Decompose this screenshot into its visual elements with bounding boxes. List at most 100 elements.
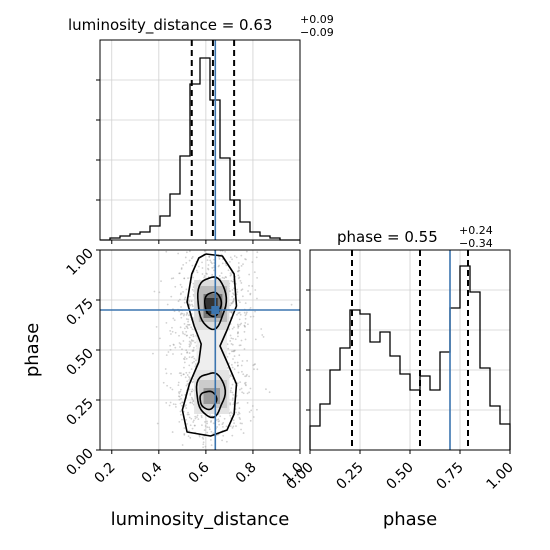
scatter-point — [243, 324, 246, 327]
scatter-point — [211, 266, 214, 269]
scatter-point — [231, 399, 234, 401]
scatter-point — [233, 255, 236, 257]
scatter-point — [251, 261, 254, 264]
scatter-point — [206, 259, 209, 262]
scatter-point — [178, 342, 181, 344]
scatter-point — [189, 344, 192, 347]
scatter-point — [244, 302, 247, 305]
scatter-point — [182, 314, 185, 317]
scatter-point — [229, 374, 231, 377]
scatter-point — [239, 301, 241, 304]
scatter-point — [233, 368, 236, 371]
scatter-point — [181, 418, 183, 421]
scatter-point — [183, 301, 186, 304]
scatter-point — [236, 361, 239, 364]
scatter-point — [237, 335, 239, 338]
xlabel-phase: phase — [383, 509, 437, 530]
scatter-point — [182, 373, 185, 376]
scatter-point — [185, 334, 188, 337]
scatter-point — [189, 401, 191, 404]
scatter-point — [178, 398, 181, 401]
scatter-point — [188, 340, 191, 343]
scatter-point — [194, 415, 197, 418]
scatter-point — [243, 330, 246, 333]
scatter-point — [189, 401, 192, 404]
scatter-point — [182, 373, 185, 376]
scatter-point — [179, 346, 181, 348]
scatter-point — [171, 330, 174, 333]
scatter-point — [236, 382, 239, 385]
scatter-point — [177, 384, 180, 387]
scatter-point — [192, 335, 195, 338]
scatter-point — [239, 422, 242, 425]
scatter-point — [194, 363, 197, 365]
scatter-point — [159, 337, 161, 340]
scatter-point — [179, 298, 181, 301]
lum-title: luminosity_distance = 0.63 — [68, 16, 272, 35]
scatter-point — [178, 272, 181, 275]
scatter-point — [241, 370, 243, 373]
scatter-point — [237, 371, 240, 374]
joint-density-panel: 0.2 0.4 0.6 0.8 1.00.000.250.500.751.00 — [63, 246, 306, 487]
scatter-point — [172, 277, 175, 280]
scatter-point — [178, 420, 181, 423]
scatter-point — [234, 338, 237, 341]
scatter-point — [253, 271, 256, 274]
scatter-point — [234, 349, 236, 352]
phase-ytick-label: 0.25 — [63, 396, 96, 429]
scatter-point — [237, 401, 240, 404]
scatter-point — [188, 345, 191, 348]
scatter-point — [245, 375, 248, 377]
scatter-point — [165, 401, 168, 404]
scatter-point — [231, 434, 234, 437]
scatter-point — [247, 290, 249, 292]
scatter-point — [186, 326, 189, 328]
scatter-point — [191, 398, 194, 401]
scatter-point — [192, 339, 195, 342]
scatter-point — [187, 376, 190, 378]
scatter-point — [168, 404, 171, 407]
scatter-point — [167, 351, 170, 353]
scatter-point — [210, 421, 212, 423]
scatter-point — [186, 312, 189, 315]
scatter-point — [192, 346, 195, 349]
scatter-point — [192, 333, 195, 336]
scatter-point — [237, 274, 240, 277]
phase-xtick-label: 0.25 — [333, 460, 366, 493]
scatter-point — [217, 420, 220, 423]
scatter-point — [232, 299, 235, 302]
scatter-point — [231, 397, 234, 400]
lum-xtick-label: 0.8 — [233, 460, 260, 487]
scatter-point — [208, 428, 211, 431]
scatter-point — [190, 396, 193, 399]
scatter-point — [230, 302, 233, 305]
scatter-point — [247, 323, 249, 326]
scatter-point — [192, 282, 195, 285]
scatter-point — [233, 349, 236, 352]
scatter-point — [202, 446, 205, 449]
scatter-point — [229, 272, 232, 275]
scatter-point — [229, 425, 232, 428]
scatter-point — [240, 282, 243, 284]
scatter-point — [183, 366, 185, 369]
scatter-point — [237, 413, 239, 416]
contour-mid-lower — [195, 372, 227, 419]
scatter-point — [243, 348, 246, 350]
scatter-point — [231, 301, 234, 304]
scatter-point — [240, 428, 242, 431]
scatter-point — [183, 405, 186, 408]
scatter-point — [186, 327, 189, 330]
scatter-point — [240, 254, 243, 257]
scatter-point — [231, 426, 234, 429]
scatter-point — [237, 331, 239, 333]
scatter-point — [186, 422, 188, 425]
scatter-point — [236, 402, 238, 405]
scatter-point — [164, 368, 167, 370]
scatter-point — [242, 373, 245, 376]
scatter-point — [232, 337, 234, 340]
scatter-point — [185, 318, 188, 320]
scatter-point — [177, 252, 180, 255]
scatter-point — [228, 261, 231, 263]
scatter-point — [222, 421, 225, 424]
scatter-point — [204, 425, 207, 427]
